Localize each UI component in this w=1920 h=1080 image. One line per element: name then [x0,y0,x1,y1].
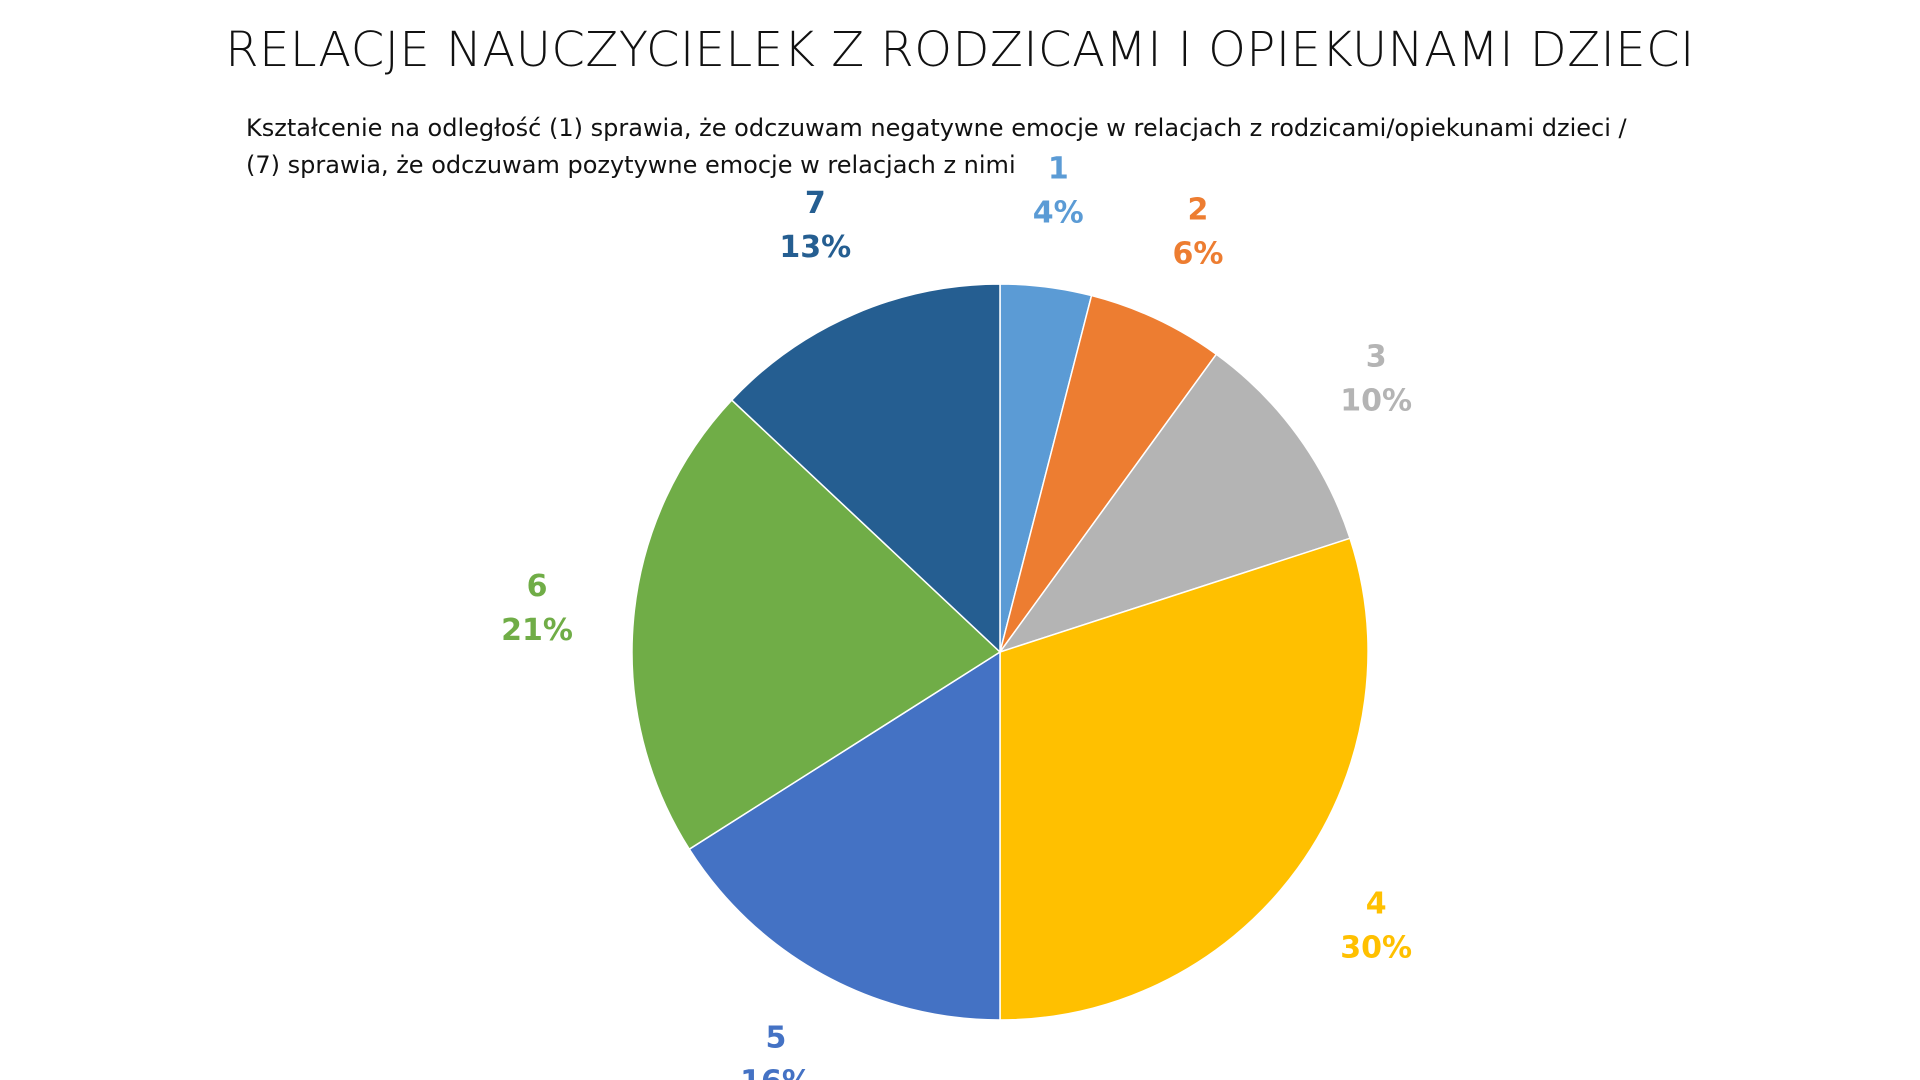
subtitle-line-2: (7) sprawia, że odczuwam pozytywne emocj… [246,151,1016,179]
chart-subtitle: Kształcenie na odległość (1) sprawia, że… [246,110,1706,184]
slice-category-label-4: 4 [1366,886,1387,921]
slice-category-label-1: 1 [1048,152,1069,187]
pie-slice-5 [688,650,1001,1021]
chart-title: RELACJE NAUCZYCIELEK Z RODZICAMI I OPIEK… [225,22,1695,78]
slice-value-label-4: 30% [1340,930,1412,965]
slice-value-label-3: 10% [1340,384,1412,419]
slice-value-label-1: 4% [1033,196,1084,231]
pie-slice-6 [631,399,1002,851]
slice-category-label-2: 2 [1188,192,1209,227]
slice-category-label-6: 6 [527,569,548,604]
pie-slice-7 [730,283,1001,654]
slice-category-label-3: 3 [1366,340,1387,375]
slice-value-label-6: 21% [501,613,573,648]
pie-slice-4 [999,537,1369,1021]
subtitle-line-1: Kształcenie na odległość (1) sprawia, że… [246,114,1627,142]
slice-value-label-7: 13% [779,230,851,265]
pie-slice-2 [999,294,1218,653]
slice-value-label-2: 6% [1173,236,1224,271]
slice-category-label-5: 5 [766,1020,787,1055]
slice-value-label-5: 16% [740,1064,812,1080]
slice-category-label-7: 7 [805,186,826,221]
pie-slice-3 [998,353,1351,654]
